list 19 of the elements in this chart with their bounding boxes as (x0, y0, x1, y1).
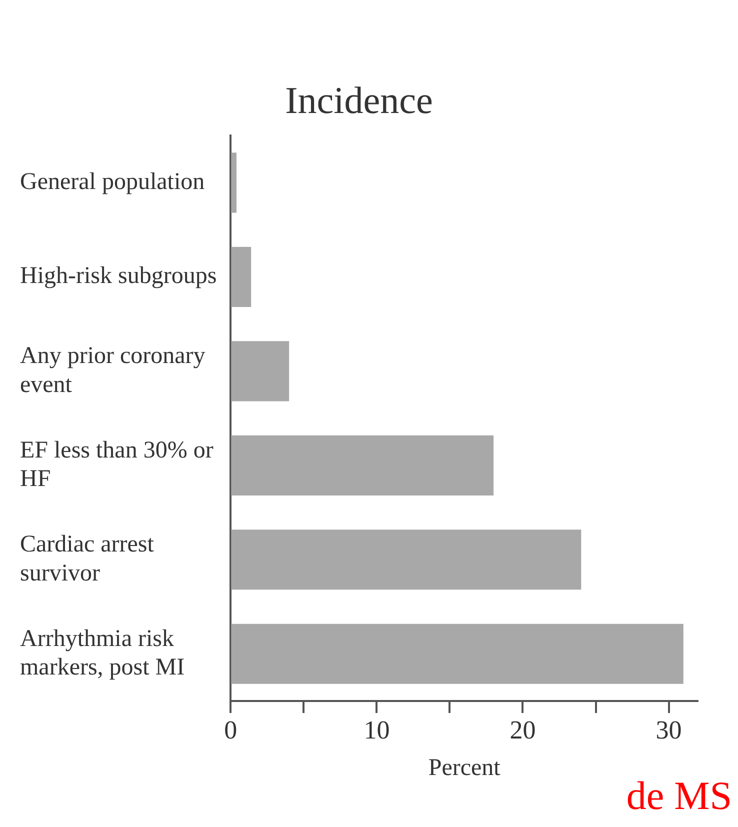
bar (231, 624, 684, 684)
bar (231, 152, 237, 213)
x-tick-label: 30 (656, 715, 682, 744)
y-tick-label: Cardiac arrest survivor (20, 532, 154, 586)
y-tick-label: Arrhythmia risk markers, post MI (20, 626, 185, 681)
x-tick-label: 20 (510, 715, 536, 744)
text: de MS (626, 772, 732, 819)
bar (231, 435, 494, 496)
bar (231, 341, 290, 402)
y-tick-label: EF less than 30% or HF (20, 437, 214, 492)
bar (231, 246, 252, 307)
y-tick-label: High-risk subgroups (20, 263, 217, 290)
bar (231, 530, 582, 590)
x-axis-title: Percent (428, 754, 501, 781)
y-tick-label: Any prior coronary event (20, 343, 206, 398)
x-tick-label: 10 (364, 715, 390, 744)
y-tick-label: General population (20, 169, 205, 196)
chart-title: Incidence (285, 80, 433, 122)
x-tick-label: 0 (224, 715, 238, 744)
